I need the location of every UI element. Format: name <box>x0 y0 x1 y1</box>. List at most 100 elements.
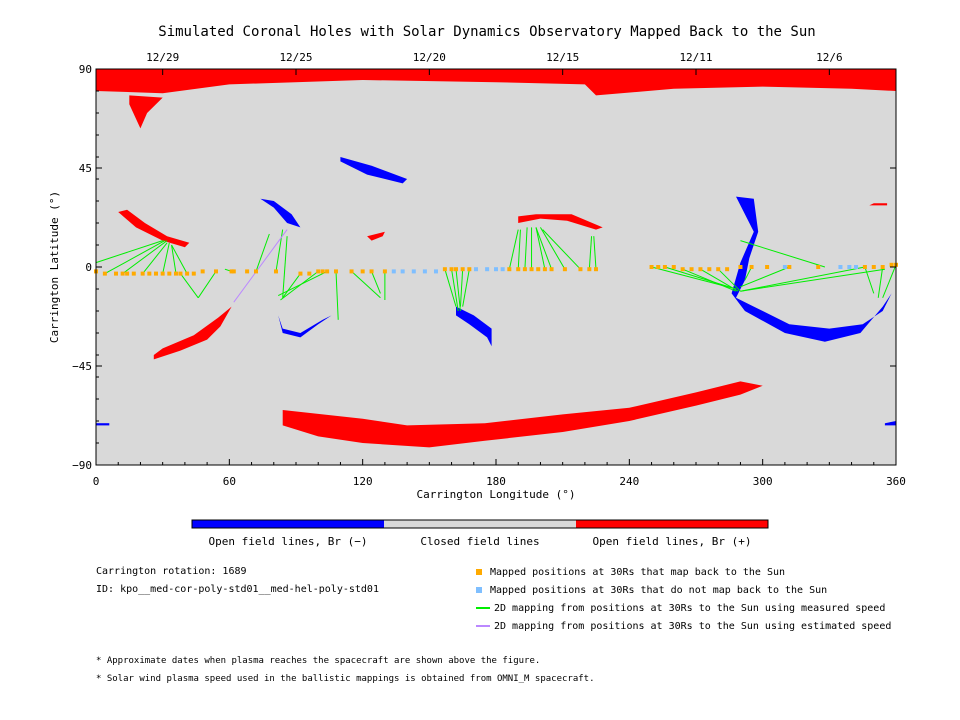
mapped-point <box>229 269 234 274</box>
legend-item-mapped: Mapped positions at 30Rs that map back t… <box>476 566 785 580</box>
mapped-point <box>298 271 303 276</box>
coronal-hole-positive <box>129 95 163 129</box>
mapped-point <box>454 267 458 272</box>
mapped-point <box>862 265 867 269</box>
colorbar-label: Closed field lines <box>420 535 539 548</box>
mapped-point <box>140 271 145 276</box>
unmapped-point <box>847 265 852 269</box>
measured-mapping-line <box>462 269 470 307</box>
x-tick-label: 60 <box>223 475 236 488</box>
unmapped-point <box>411 269 416 274</box>
legend-estimated-swatch <box>476 625 490 627</box>
measured-mapping-line <box>593 236 597 270</box>
colorbar-segment <box>384 520 576 528</box>
closed-field-background <box>96 69 896 465</box>
measured-mapping-line <box>740 240 826 268</box>
measured-mapping-line <box>162 242 170 274</box>
coronal-hole-negative <box>340 157 408 184</box>
x-axis-label: Carrington Longitude (°) <box>417 488 576 501</box>
measured-mapping-line <box>282 236 288 298</box>
mapped-point <box>174 271 178 276</box>
coronal-hole-negative <box>278 315 332 338</box>
unmapped-point <box>391 269 396 274</box>
mapped-point <box>467 267 472 272</box>
unmapped-point <box>485 267 490 272</box>
measured-mapping-line <box>444 269 457 307</box>
mapped-point <box>360 269 365 274</box>
measured-mapping-line <box>455 269 461 312</box>
mapped-point <box>254 269 258 274</box>
mapped-point <box>316 269 321 274</box>
legend-unmapped-swatch <box>476 587 482 593</box>
colorbar-label: Open field lines, Br (−) <box>209 535 368 548</box>
mapped-point <box>334 269 338 274</box>
unmapped-point <box>854 265 858 269</box>
coronal-hole-negative <box>456 306 492 347</box>
mapped-point <box>716 267 721 272</box>
measured-mapping-line <box>335 271 339 320</box>
mapped-point <box>698 267 703 272</box>
estimated-mapping-line <box>233 229 288 303</box>
mapped-point <box>749 265 754 269</box>
x-tick-label: 240 <box>619 475 639 488</box>
mapped-point <box>507 267 512 272</box>
mapped-point <box>522 267 527 272</box>
y-axis-label: Carrington Latitude (°) <box>48 191 61 343</box>
mapped-point <box>131 271 136 276</box>
measured-mapping-line <box>740 266 790 288</box>
mapped-point <box>114 271 118 276</box>
mapped-point <box>536 267 541 272</box>
unmapped-point <box>434 269 438 274</box>
unmapped-point <box>494 267 498 272</box>
mapped-point <box>214 269 218 274</box>
measured-mapping-line <box>197 271 217 299</box>
mapped-point <box>449 267 454 272</box>
mapped-point <box>671 265 676 269</box>
measured-mapping-line <box>517 229 521 270</box>
unmapped-point <box>838 265 843 269</box>
colorbar-frame <box>191 519 769 529</box>
coronal-hole-positive <box>518 214 603 230</box>
coronal-hole-positive <box>282 381 763 448</box>
mapped-point <box>460 267 465 272</box>
mapped-point <box>594 267 598 272</box>
legend-mapped-label: Mapped positions at 30Rs that map back t… <box>490 567 786 578</box>
measured-mapping-line <box>682 268 737 292</box>
measured-mapping-line <box>451 269 459 312</box>
mapped-point <box>649 265 654 269</box>
colorbar-segment <box>576 520 768 528</box>
coronal-hole-positive <box>118 209 190 248</box>
measured-mapping-line <box>255 233 270 272</box>
legend-item-measured: 2D mapping from positions at 30Rs to the… <box>476 602 885 616</box>
legend-measured-label: 2D mapping from positions at 30Rs to the… <box>494 603 886 614</box>
measured-mapping-line <box>535 227 546 270</box>
mapped-point <box>307 271 312 276</box>
mapped-point <box>167 271 172 276</box>
legend-item-unmapped: Mapped positions at 30Rs that do not map… <box>476 584 827 598</box>
mapped-point <box>707 267 712 272</box>
measured-mapping-line <box>542 229 581 270</box>
mapped-point <box>529 267 534 272</box>
mapped-point <box>320 269 325 274</box>
mapped-point <box>787 265 792 269</box>
coronal-hole-positive <box>869 203 888 206</box>
measured-mapping-line <box>371 271 381 294</box>
x-tick-label: 0 <box>93 475 100 488</box>
measured-mapping-line <box>459 269 464 307</box>
measured-mapping-line <box>717 268 741 292</box>
measured-mapping-line <box>664 266 737 290</box>
mapped-point <box>738 265 743 269</box>
mapped-point <box>765 265 770 269</box>
mapped-point <box>325 269 330 274</box>
footnote-speed: * Solar wind plasma speed used in the ba… <box>96 674 595 684</box>
mapped-point <box>125 271 130 276</box>
measured-mapping-line <box>142 242 168 274</box>
mapped-point <box>889 262 894 267</box>
unmapped-point <box>474 267 478 272</box>
measured-mapping-line <box>540 227 566 270</box>
y-tick-label: 90 <box>79 63 92 76</box>
date-tick-label: 12/15 <box>546 51 579 64</box>
mapped-point <box>689 267 694 272</box>
legend-estimated-label: 2D mapping from positions at 30Rs to the… <box>494 621 892 632</box>
